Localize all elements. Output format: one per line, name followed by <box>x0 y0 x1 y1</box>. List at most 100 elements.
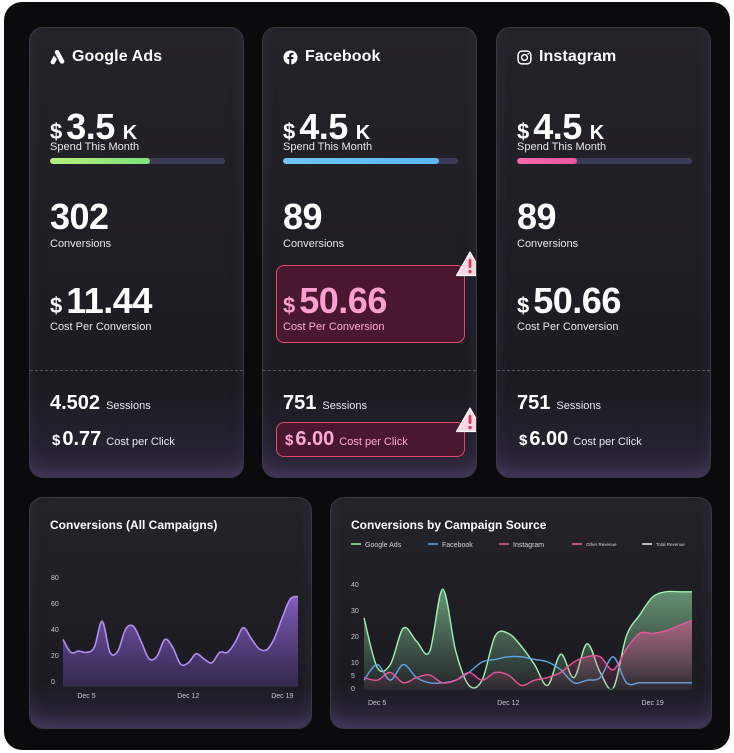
sessions-metric: 751 Sessions <box>283 392 367 415</box>
currency-symbol: $ <box>519 432 528 449</box>
spend-metric: $ 3.5 K <box>50 106 137 148</box>
spend-progress-bar <box>283 158 458 164</box>
cost-per-click-value: 6.00 <box>529 428 569 450</box>
card-header: Google Ads <box>50 48 162 66</box>
conversions-label: Conversions <box>517 238 579 250</box>
warning-triangle-icon[interactable] <box>455 406 477 434</box>
cost-per-click-label: Cost per Click <box>573 436 642 448</box>
currency-symbol: $ <box>283 119 296 144</box>
instagram-card[interactable]: Instagram $ 4.5 K Spend This Month 89 Co… <box>496 27 711 478</box>
chart-title: Conversions (All Campaigns) <box>50 518 218 532</box>
sessions-metric: 751 Sessions <box>517 392 601 415</box>
spend-progress-bar <box>50 158 225 164</box>
conversions-line <box>62 595 299 667</box>
currency-symbol: $ <box>52 432 61 449</box>
spend-value: 4.5 <box>299 106 348 147</box>
y-tick-label: 5 <box>351 673 355 680</box>
spend-progress-fill <box>517 158 577 164</box>
y-tick-label: 10 <box>351 660 359 667</box>
spend-label: Spend This Month <box>50 141 140 153</box>
currency-symbol: $ <box>50 293 63 318</box>
legend-label: Google Ads <box>365 542 402 549</box>
conversions-metric: 89 <box>517 196 557 238</box>
card-title: Google Ads <box>72 48 163 65</box>
spend-metric: $ 4.5 K <box>517 106 604 148</box>
currency-symbol: $ <box>517 293 530 318</box>
cost-per-click-label: Cost per Click <box>106 436 175 448</box>
conversions-area <box>63 596 298 686</box>
cost-per-click-label: Cost per Click <box>339 436 408 448</box>
spend-unit: K <box>122 122 138 144</box>
conversions-by-source-chart[interactable]: Google Ads Facebook Instagram Other Revenue… <box>331 498 712 729</box>
cost-per-click-metric: $ 6.00 Cost per Click <box>285 428 408 451</box>
cost-per-conversion-value: 50.66 <box>533 280 621 321</box>
spend-value: 4.5 <box>533 106 582 147</box>
sessions-label: Sessions <box>556 400 602 412</box>
warning-triangle-icon[interactable] <box>455 250 477 278</box>
conversions-area-chart[interactable]: 0 20 40 60 80 Dec 5 Dec 12 Dec 19 <box>30 498 312 729</box>
spend-progress-fill <box>283 158 439 164</box>
cost-per-click-value: 0.77 <box>62 428 102 450</box>
currency-symbol: $ <box>283 293 296 318</box>
legend-label: Total Revenue <box>656 542 685 547</box>
conversions-all-campaigns-card[interactable]: Conversions (All Campaigns) 0 20 40 60 80 Dec… <box>29 497 312 729</box>
x-tick-label: Dec 19 <box>642 700 664 707</box>
instagram-logo-icon <box>517 49 532 65</box>
cost-per-click-value: 6.00 <box>295 428 335 450</box>
series-area <box>364 589 692 690</box>
conversions-value: 302 <box>50 196 109 237</box>
conversions-value: 89 <box>283 196 323 237</box>
spend-label: Spend This Month <box>283 141 373 153</box>
card-header: Instagram <box>517 48 616 66</box>
x-tick-label: Dec 19 <box>271 693 293 700</box>
conversions-label: Conversions <box>283 238 345 250</box>
cost-per-conversion-value: 11.44 <box>66 280 152 321</box>
x-tick-label: Dec 12 <box>177 693 199 700</box>
divider <box>263 370 476 371</box>
cost-per-conversion-metric: $ 11.44 <box>50 280 152 322</box>
conversions-metric: 302 <box>50 196 109 238</box>
spend-progress-fill <box>50 158 150 164</box>
legend-label: Other Revenue <box>586 542 617 547</box>
y-tick-label: 30 <box>351 608 359 615</box>
spend-value: 3.5 <box>66 106 115 147</box>
cost-per-click-alert <box>276 422 465 457</box>
sessions-label: Sessions <box>322 400 368 412</box>
cost-per-conversion-label: Cost Per Conversion <box>50 321 152 333</box>
card-title: Facebook <box>305 48 381 65</box>
divider <box>497 370 710 371</box>
card-header: Facebook <box>283 48 381 66</box>
y-tick-label: 40 <box>51 627 59 634</box>
sessions-metric: 4.502 Sessions <box>50 392 151 415</box>
spend-label: Spend This Month <box>517 141 607 153</box>
x-tick-label: Dec 5 <box>77 693 95 700</box>
sessions-value: 751 <box>517 392 551 414</box>
currency-symbol: $ <box>285 432 294 449</box>
y-tick-label: 60 <box>51 601 59 608</box>
conversions-label: Conversions <box>50 238 112 250</box>
series-line <box>363 619 693 687</box>
legend-label: Facebook <box>442 542 473 549</box>
sessions-label: Sessions <box>106 400 151 412</box>
y-tick-label: 20 <box>51 653 59 660</box>
y-tick-label: 80 <box>51 575 59 582</box>
cost-per-click-metric: $ 6.00 Cost per Click <box>519 428 642 451</box>
dashboard-frame: Google Ads $ 3.5 K Spend This Month 302 … <box>4 2 730 750</box>
currency-symbol: $ <box>517 119 530 144</box>
card-title: Instagram <box>539 48 617 65</box>
cost-per-conversion-label: Cost Per Conversion <box>283 321 385 333</box>
y-tick-label: 20 <box>351 634 359 641</box>
conversions-by-source-card[interactable]: Conversions by Campaign Source Google Ad… <box>330 497 712 729</box>
divider <box>30 370 243 371</box>
facebook-card[interactable]: Facebook $ 4.5 K Spend This Month 89 Con… <box>262 27 477 478</box>
sessions-value: 751 <box>283 392 317 414</box>
facebook-logo-icon <box>283 49 298 65</box>
spend-progress-bar <box>517 158 692 164</box>
spend-unit: K <box>355 122 371 144</box>
sessions-value: 4.502 <box>50 392 101 414</box>
y-tick-label: 0 <box>51 679 55 686</box>
cost-per-conversion-metric: $ 50.66 <box>283 280 387 322</box>
google-ads-card[interactable]: Google Ads $ 3.5 K Spend This Month 302 … <box>29 27 244 478</box>
series-line <box>363 588 692 691</box>
y-tick-label: 0 <box>351 686 355 693</box>
